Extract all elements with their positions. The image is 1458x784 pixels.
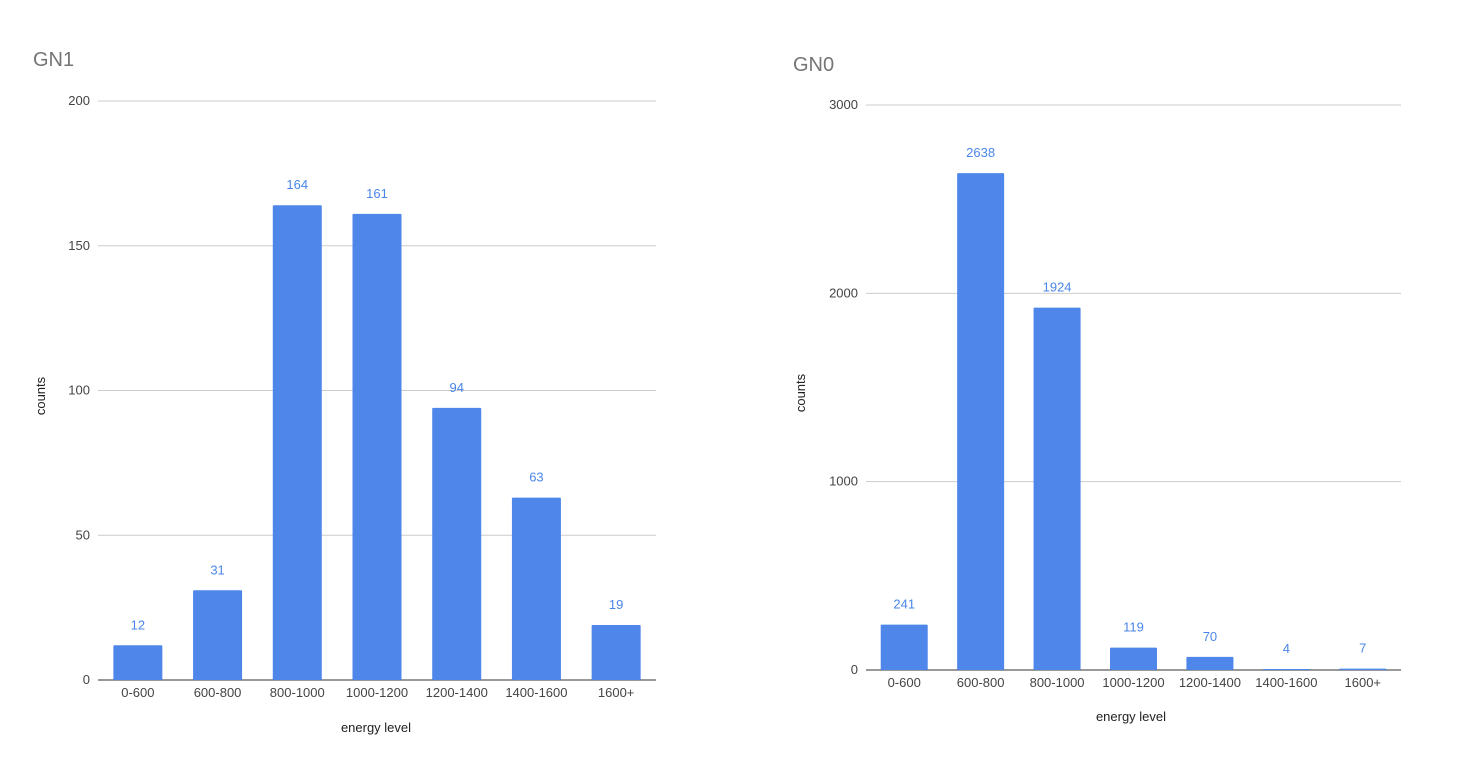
y-tick-label: 1000 (829, 474, 858, 489)
bar (1262, 669, 1310, 670)
chart-gn1: GN1 0 50 100 150 200 12 0-600 31 600-800 164 800-1… (33, 49, 656, 735)
chart-title: GN0 (793, 54, 834, 76)
data-label: 19 (609, 597, 623, 612)
data-label: 161 (366, 186, 388, 201)
data-label: 94 (449, 380, 463, 395)
bar (1186, 656, 1234, 670)
bar (1110, 647, 1157, 670)
bar (1339, 668, 1387, 670)
data-label: 12 (131, 617, 145, 632)
y-tick-label: 100 (68, 383, 90, 398)
bar (591, 624, 641, 680)
bar (880, 624, 928, 670)
bar (511, 497, 561, 680)
x-tick-label: 1200-1400 (1179, 675, 1241, 690)
x-axis-title: energy level (341, 720, 411, 735)
x-tick-label: 1200-1400 (426, 685, 488, 700)
data-label: 241 (893, 597, 915, 612)
x-tick-label: 600-800 (957, 675, 1005, 690)
bar (352, 213, 402, 680)
data-label: 1924 (1043, 280, 1072, 295)
data-label: 119 (1123, 620, 1144, 635)
y-tick-label: 0 (851, 662, 858, 677)
chart-gn0: GN0 0 1000 2000 3000 241 0-600 2638 600-800 1924… (793, 54, 1401, 724)
data-label: 164 (286, 177, 308, 192)
x-tick-label: 800-1000 (1030, 675, 1085, 690)
x-tick-label: 600-800 (194, 685, 242, 700)
x-tick-label: 1600+ (598, 685, 635, 700)
x-tick-label: 0-600 (888, 675, 921, 690)
bar (272, 205, 322, 680)
y-tick-label: 3000 (829, 97, 858, 112)
y-tick-label: 200 (68, 93, 90, 108)
x-tick-label: 1600+ (1345, 675, 1382, 690)
x-tick-label: 1400-1600 (1255, 675, 1317, 690)
data-label: 2638 (966, 145, 995, 160)
bar (957, 173, 1005, 670)
x-tick-label: 1400-1600 (505, 685, 567, 700)
data-label: 31 (210, 562, 224, 577)
data-label: 70 (1203, 629, 1217, 644)
y-tick-label: 2000 (829, 285, 858, 300)
bar (193, 590, 243, 680)
y-axis-title: counts (33, 376, 48, 415)
y-tick-label: 0 (83, 672, 90, 687)
data-label: 63 (529, 470, 543, 485)
chart-title: GN1 (33, 49, 74, 71)
x-tick-label: 1000-1200 (1102, 675, 1164, 690)
bar (113, 645, 163, 680)
bar (432, 407, 482, 680)
x-tick-label: 0-600 (121, 685, 154, 700)
data-label: 4 (1283, 641, 1290, 656)
x-tick-label: 1000-1200 (346, 685, 408, 700)
y-axis-title: counts (793, 373, 808, 412)
y-tick-label: 150 (68, 238, 90, 253)
data-label: 7 (1359, 641, 1366, 656)
x-axis-title: energy level (1096, 709, 1166, 724)
x-tick-label: 800-1000 (270, 685, 325, 700)
y-tick-label: 50 (76, 527, 90, 542)
bar (1033, 307, 1081, 670)
